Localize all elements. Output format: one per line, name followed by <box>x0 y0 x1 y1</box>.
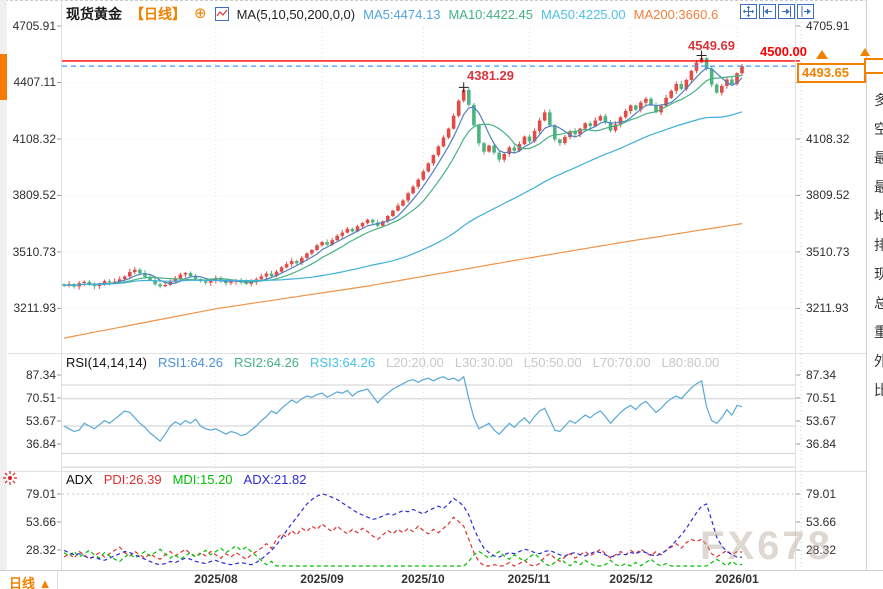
rsi3-value: RSI3:64.26 <box>310 355 376 370</box>
time-tick: 2025/11 <box>507 572 551 586</box>
add-indicator-icon[interactable]: ⊕ <box>194 5 207 22</box>
right-side-strip <box>866 0 883 570</box>
rsi-level-label: L20:20.00 <box>386 355 444 370</box>
time-tick: 2025/10 <box>401 572 445 586</box>
time-tick: 2025/09 <box>300 572 344 586</box>
left-scrollbar-track[interactable] <box>0 0 7 570</box>
main-y-tick-right: 3809.52 <box>806 188 850 202</box>
adx-title: ADX <box>66 472 93 487</box>
mdi-value: MDI:15.20 <box>172 472 233 487</box>
adx-y-tick: 28.32 <box>25 543 56 557</box>
side-menu-item[interactable]: 总 <box>874 295 883 311</box>
side-menu-item[interactable]: 重 <box>874 324 883 340</box>
plot-left-border <box>61 0 62 570</box>
adx-y-tick: 53.66 <box>25 515 56 529</box>
rsi-y-tick: 53.67 <box>25 414 56 428</box>
main-y-tick: 3211.93 <box>13 301 57 315</box>
adx-y-tick: 79.01 <box>25 487 56 501</box>
rsi-y-tick-right: 70.51 <box>806 391 837 405</box>
main-y-tick-right: 3211.93 <box>806 301 849 315</box>
last-price-tag: 4493.65 <box>797 63 866 83</box>
panel-separator <box>8 353 866 354</box>
main-y-tick-right: 4705.91 <box>806 19 850 33</box>
ma5-value: MA5:4474.13 <box>363 6 441 22</box>
rsi-level-label: L30:30.00 <box>454 355 513 370</box>
main-y-tick: 4705.91 <box>12 19 56 33</box>
bottom-bar-separator <box>57 570 58 589</box>
ma-formula: MA(5,10,50,200,0,0) <box>236 6 356 22</box>
pdi-value: PDI:26.39 <box>103 472 162 487</box>
rsi-level-label: L70:70.00 <box>592 355 651 370</box>
top-dashed-border <box>0 0 883 1</box>
time-tick: 2025/08 <box>194 572 238 586</box>
chart-toolbar <box>740 4 814 19</box>
rsi2-value: RSI2:64.26 <box>233 355 300 370</box>
main-y-tick: 4407.11 <box>13 75 57 89</box>
peak-price-label: 4549.69 <box>688 38 735 53</box>
panel-separator <box>8 471 866 472</box>
plot-right-border <box>795 0 796 570</box>
indicator-settings-icon[interactable] <box>2 470 18 491</box>
strip-arrow-icon <box>860 48 870 56</box>
rsi-title: RSI(14,14,14) <box>66 355 147 370</box>
side-menu-item[interactable]: 外 <box>874 353 883 369</box>
side-menu-item[interactable]: 最 <box>874 179 883 195</box>
adx-y-tick-right: 53.66 <box>806 515 837 529</box>
side-menu-item[interactable]: 排 <box>874 237 883 253</box>
strip-price-tag-fragment <box>864 58 883 74</box>
rsi-y-tick: 87.34 <box>25 368 56 382</box>
time-tick: 2025/12 <box>609 572 653 586</box>
side-menu-item[interactable]: 多 <box>874 92 883 108</box>
ma200-value: MA200:3660.6 <box>633 6 719 22</box>
adx-y-tick-right: 79.01 <box>806 487 837 501</box>
rsi1-value: RSI1:64.26 <box>157 355 223 370</box>
period-label[interactable]: 【日线】 <box>130 6 186 22</box>
main-y-tick: 3510.73 <box>12 245 56 259</box>
rsi-y-tick: 70.51 <box>25 391 56 405</box>
rsi-y-tick-right: 53.67 <box>806 414 837 428</box>
peak-price-label: 4381.29 <box>467 68 514 83</box>
crosshair-icon[interactable] <box>740 4 757 19</box>
adx-panel-header: ADX PDI:26.39 MDI:15.20 ADX:21.82 <box>66 472 306 487</box>
chart-header: 现货黄金 【日线】 ⊕ MA(5,10,50,200,0,0) MA5:4474… <box>66 4 718 24</box>
main-y-tick: 3809.52 <box>12 188 56 202</box>
side-menu-item[interactable]: 空 <box>874 121 883 137</box>
side-menu-item[interactable]: 地 <box>874 208 883 224</box>
rsi-y-tick: 36.84 <box>25 437 56 451</box>
price-tag-arrow-icon <box>816 50 828 59</box>
symbol-title: 现货黄金 <box>66 6 122 22</box>
rsi-panel-header: RSI(14,14,14) RSI1:64.26 RSI2:64.26 RSI3… <box>66 355 719 370</box>
ma10-value: MA10:4422.45 <box>448 6 534 22</box>
side-menu-item[interactable]: 现 <box>874 266 883 282</box>
adx-y-tick-right: 28.32 <box>806 543 837 557</box>
rsi-y-tick-right: 36.84 <box>806 437 837 451</box>
main-y-tick: 4108.32 <box>12 132 56 146</box>
main-y-tick-right: 3510.73 <box>806 245 850 259</box>
candlestick-chart-icon[interactable] <box>214 7 229 21</box>
time-tick: 2026/01 <box>715 572 759 586</box>
alert-price-label[interactable]: 4500.00 <box>760 44 807 59</box>
time-axis-bar <box>0 570 883 589</box>
scale-left-icon[interactable] <box>759 4 776 19</box>
rsi-level-label: L50:50.00 <box>523 355 582 370</box>
adx-value: ADX:21.82 <box>243 472 307 487</box>
side-menu-item[interactable]: 比 <box>874 382 883 398</box>
scale-right-icon[interactable] <box>778 4 795 19</box>
main-y-tick-right: 4108.32 <box>806 132 850 146</box>
left-scrollbar-thumb[interactable] <box>0 54 7 100</box>
period-button[interactable]: 日线 ▲ <box>9 576 52 589</box>
rsi-level-label: L80:80.00 <box>661 355 720 370</box>
goto-latest-icon[interactable] <box>797 4 814 19</box>
ma50-value: MA50:4225.00 <box>541 6 626 22</box>
side-menu-item[interactable]: 最 <box>874 150 883 166</box>
rsi-y-tick-right: 87.34 <box>806 368 837 382</box>
